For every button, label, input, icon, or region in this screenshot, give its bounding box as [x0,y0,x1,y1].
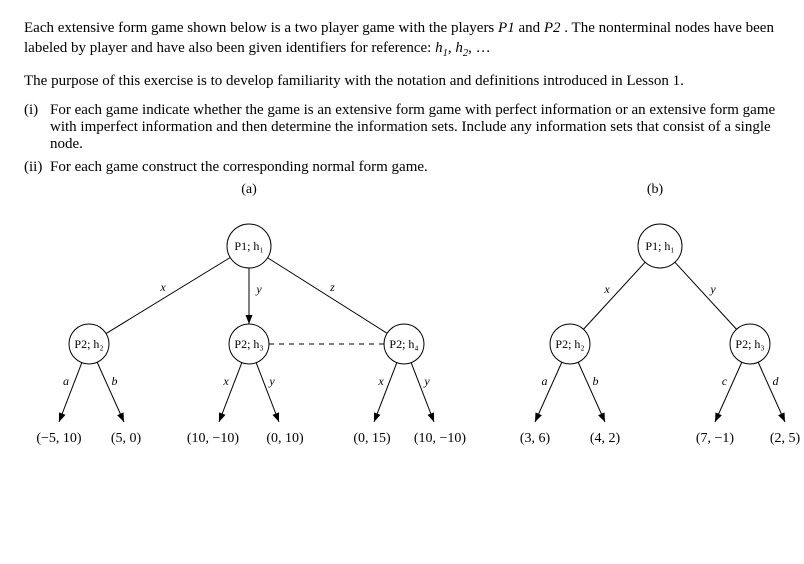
item-i-text: For each game indicate whether the game … [50,102,775,152]
figure-b-label: (b) [500,182,804,198]
figure-a-label: (a) [24,182,474,198]
tree-a: P1; h₁ P2; h₂ P2; h₃ P2; h₄ x y z a b x y x y (−5, 10… [24,200,474,450]
svg-text:P2; h₂: P2; h₂ [74,336,103,350]
svg-text:b: b [112,374,118,388]
svg-text:(5, 0): (5, 0) [111,431,142,446]
purpose-paragraph: The purpose of this exercise is to devel… [24,71,780,91]
svg-text:z: z [329,280,335,294]
svg-text:x: x [159,280,166,294]
player2-name: P2 [544,20,561,36]
svg-text:c: c [722,374,728,388]
svg-text:(0, 15): (0, 15) [353,431,391,446]
tree-b: P1; h₁ P2; h₂ P2; h₃ x y a b c d (3, 6) (4, 2) (7, … [500,200,804,450]
svg-text:P2; h₂: P2; h₂ [555,336,584,350]
svg-text:(10, −10): (10, −10) [187,431,240,446]
svg-text:P2; h₃: P2; h₃ [234,336,263,350]
item-ii-marker: (ii) [24,159,42,176]
h1-ref: h1 [435,40,448,56]
svg-text:(7, −1): (7, −1) [696,431,735,446]
svg-text:(−5, 10): (−5, 10) [36,431,82,446]
svg-text:y: y [268,374,275,388]
svg-text:d: d [773,374,780,388]
svg-text:(0, 10): (0, 10) [266,431,304,446]
svg-text:y: y [255,282,262,296]
svg-text:x: x [603,282,610,296]
figure-b: (b) P1; h₁ P2; h₂ P2; h₃ x y a b c d (3, 6) (4, 2)… [500,182,804,450]
intro-paragraph: Each extensive form game shown below is … [24,18,780,61]
h2-ref: h2 [455,40,468,56]
intro-text-2: and [518,20,543,36]
svg-text:(10, −10): (10, −10) [414,431,467,446]
svg-text:b: b [593,374,599,388]
svg-text:a: a [63,374,69,388]
item-i: (i) For each game indicate whether the g… [50,102,780,153]
exercise-list: (i) For each game indicate whether the g… [24,102,780,176]
item-ii: (ii) For each game construct the corresp… [50,159,780,176]
svg-text:x: x [377,374,384,388]
figure-a: (a) P1; h₁ P2; h₂ P2; h₃ P2; h₄ x y z a b x y x y (−5… [24,182,474,450]
svg-text:x: x [222,374,229,388]
svg-text:P2; h₄: P2; h₄ [389,336,418,350]
svg-text:P1; h₁: P1; h₁ [234,238,263,252]
svg-text:y: y [423,374,430,388]
svg-text:(4, 2): (4, 2) [590,431,621,446]
svg-text:P1; h₁: P1; h₁ [645,238,674,252]
player1-name: P1 [498,20,515,36]
item-ii-text: For each game construct the correspondin… [50,159,428,175]
svg-text:P2; h₃: P2; h₃ [735,336,764,350]
svg-text:y: y [709,282,716,296]
svg-text:(2, 5): (2, 5) [770,431,801,446]
svg-text:a: a [542,374,548,388]
intro-text-1: Each extensive form game shown below is … [24,20,498,36]
item-i-marker: (i) [24,102,38,119]
svg-text:(3, 6): (3, 6) [520,431,551,446]
